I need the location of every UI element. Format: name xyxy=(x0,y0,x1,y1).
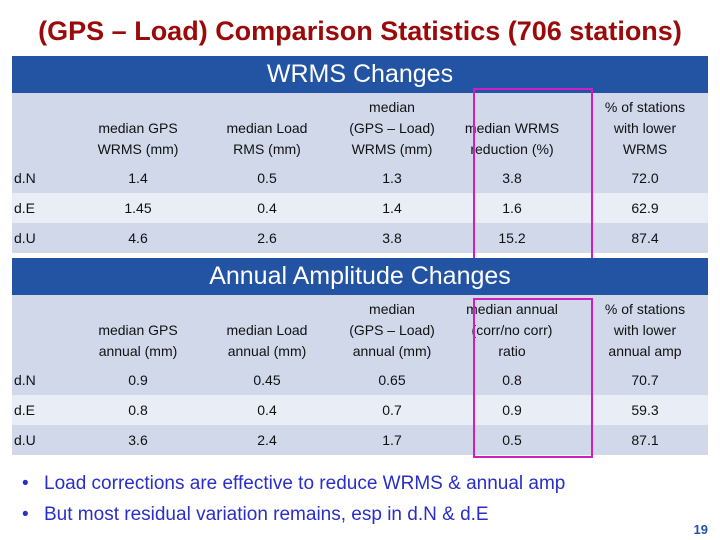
slide-title: (GPS – Load) Comparison Statistics (706 … xyxy=(38,16,682,46)
table-cell: 87.1 xyxy=(582,425,708,455)
bullet-item: • But most residual variation remains, es… xyxy=(22,499,702,530)
table-row: d.E 1.45 0.4 1.4 1.6 62.9 xyxy=(12,193,708,223)
table-cell: 0.65 xyxy=(342,365,442,395)
bullet-text: Load corrections are effective to reduce… xyxy=(44,473,566,494)
table-cell: 0.9 xyxy=(84,365,192,395)
annual-header-load: median Load annual (mm) xyxy=(192,295,342,365)
table-cell: 2.4 xyxy=(192,425,342,455)
table-cell: 0.5 xyxy=(192,163,342,193)
wrms-header-load: median Load RMS (mm) xyxy=(192,93,342,163)
row-label: d.U xyxy=(12,425,84,455)
table-cell: 1.4 xyxy=(342,193,442,223)
table-row: d.N 1.4 0.5 1.3 3.8 72.0 xyxy=(12,163,708,193)
table-cell: 1.7 xyxy=(342,425,442,455)
table-cell: 87.4 xyxy=(582,223,708,253)
table-cell: 0.7 xyxy=(342,395,442,425)
bullet-marker: • xyxy=(22,504,29,525)
table-cell: 4.6 xyxy=(84,223,192,253)
row-label: d.E xyxy=(12,193,84,223)
table-cell: 2.6 xyxy=(192,223,342,253)
annual-header-gps: median GPS annual (mm) xyxy=(84,295,192,365)
table-cell: 59.3 xyxy=(582,395,708,425)
annual-header-diff: median (GPS – Load) annual (mm) xyxy=(342,295,442,365)
page-number: 19 xyxy=(693,522,708,537)
wrms-section-header: WRMS Changes xyxy=(12,56,708,93)
row-label: d.N xyxy=(12,163,84,193)
annual-header-ratio: median annual (corr/no corr) ratio xyxy=(442,295,582,365)
row-label: d.N xyxy=(12,365,84,395)
annual-header-corner xyxy=(12,295,84,365)
table-cell: 0.5 xyxy=(442,425,582,455)
table-row: d.U 4.6 2.6 3.8 15.2 87.4 xyxy=(12,223,708,253)
wrms-header-row: median GPS WRMS (mm) median Load RMS (mm) … xyxy=(12,93,708,163)
table-cell: 1.3 xyxy=(342,163,442,193)
wrms-header-corner xyxy=(12,93,84,163)
table-cell: 0.4 xyxy=(192,193,342,223)
table-cell: 3.8 xyxy=(342,223,442,253)
table-cell: 3.6 xyxy=(84,425,192,455)
wrms-reduction-highlight-box xyxy=(473,88,593,262)
annual-ratio-highlight-box xyxy=(473,298,593,458)
table-row: d.E 0.8 0.4 0.7 0.9 59.3 xyxy=(12,395,708,425)
wrms-header-reduction: median WRMS reduction (%) xyxy=(442,93,582,163)
row-label: d.U xyxy=(12,223,84,253)
wrms-table: median GPS WRMS (mm) median Load RMS (mm) … xyxy=(12,93,708,253)
annual-section-header: Annual Amplitude Changes xyxy=(12,258,708,295)
annual-header-pct: % of stations with lower annual amp xyxy=(582,295,708,365)
table-cell: 72.0 xyxy=(582,163,708,193)
annual-table: median GPS annual (mm) median Load annual … xyxy=(12,295,708,455)
table-cell: 0.8 xyxy=(84,395,192,425)
table-cell: 1.6 xyxy=(442,193,582,223)
table-cell: 0.45 xyxy=(192,365,342,395)
table-cell: 3.8 xyxy=(442,163,582,193)
bullet-item: • Load corrections are effective to reduc… xyxy=(22,468,702,499)
table-cell: 0.8 xyxy=(442,365,582,395)
wrms-header-pct: % of stations with lower WRMS xyxy=(582,93,708,163)
wrms-header-diff: median (GPS – Load) WRMS (mm) xyxy=(342,93,442,163)
table-cell: 62.9 xyxy=(582,193,708,223)
table-cell: 1.4 xyxy=(84,163,192,193)
table-row: d.N 0.9 0.45 0.65 0.8 70.7 xyxy=(12,365,708,395)
row-label: d.E xyxy=(12,395,84,425)
table-cell: 0.9 xyxy=(442,395,582,425)
table-cell: 70.7 xyxy=(582,365,708,395)
summary-bullets: • Load corrections are effective to reduc… xyxy=(22,468,702,530)
table-cell: 0.4 xyxy=(192,395,342,425)
bullet-text: But most residual variation remains, esp… xyxy=(44,504,489,525)
table-cell: 1.45 xyxy=(84,193,192,223)
table-cell: 15.2 xyxy=(442,223,582,253)
bullet-marker: • xyxy=(22,473,29,494)
table-row: d.U 3.6 2.4 1.7 0.5 87.1 xyxy=(12,425,708,455)
annual-header-row: median GPS annual (mm) median Load annual … xyxy=(12,295,708,365)
wrms-header-gps: median GPS WRMS (mm) xyxy=(84,93,192,163)
